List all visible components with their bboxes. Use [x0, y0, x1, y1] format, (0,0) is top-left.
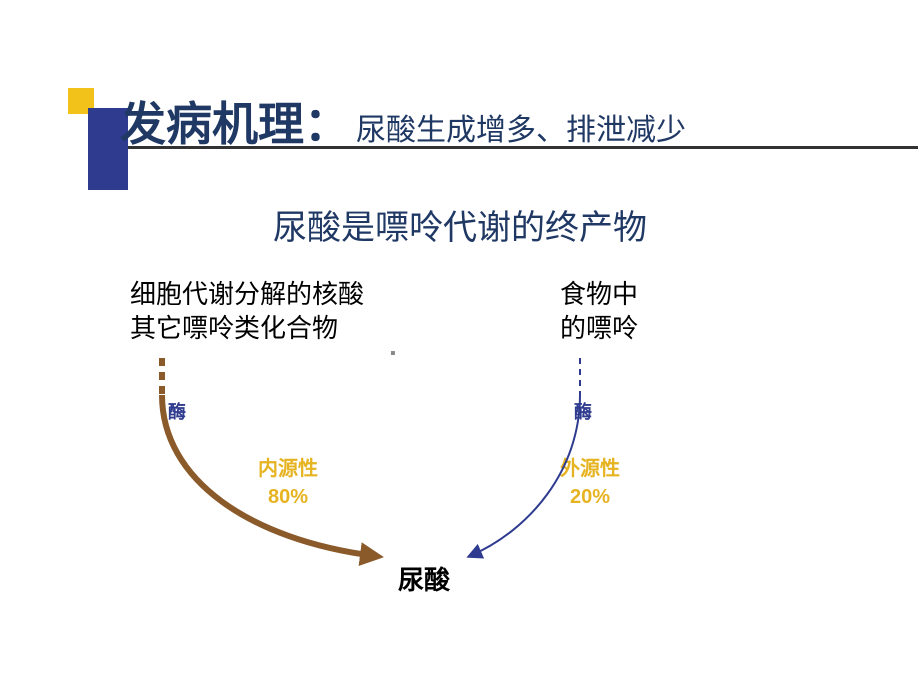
source-left-line1: 细胞代谢分解的核酸: [130, 278, 364, 312]
source-right-line1: 食物中: [560, 278, 638, 312]
source-left: 细胞代谢分解的核酸 其它嘌呤类化合物: [130, 278, 364, 346]
result-label: 尿酸: [398, 560, 450, 597]
center-bullet: ▪: [390, 345, 396, 363]
percent-right: 外源性 20%: [560, 455, 620, 511]
source-right-line2: 的嘌呤: [560, 312, 638, 346]
enzyme-label-right: 酶: [574, 398, 592, 424]
percent-right-label: 外源性: [560, 455, 620, 483]
percent-left: 内源性 80%: [258, 455, 318, 511]
percent-right-value: 20%: [560, 483, 620, 511]
title-main: 发病机理：: [120, 88, 350, 154]
title-sub: 尿酸生成增多、排泄减少: [356, 105, 686, 149]
percent-left-label: 内源性: [258, 455, 318, 483]
title-row: 发病机理： 尿酸生成增多、排泄减少: [120, 88, 686, 154]
enzyme-label-left: 酶: [168, 398, 186, 424]
source-left-line2: 其它嘌呤类化合物: [130, 312, 364, 346]
percent-left-value: 80%: [258, 483, 318, 511]
subtitle: 尿酸是嘌呤代谢的终产物: [0, 200, 920, 249]
source-right: 食物中 的嘌呤: [560, 278, 638, 346]
